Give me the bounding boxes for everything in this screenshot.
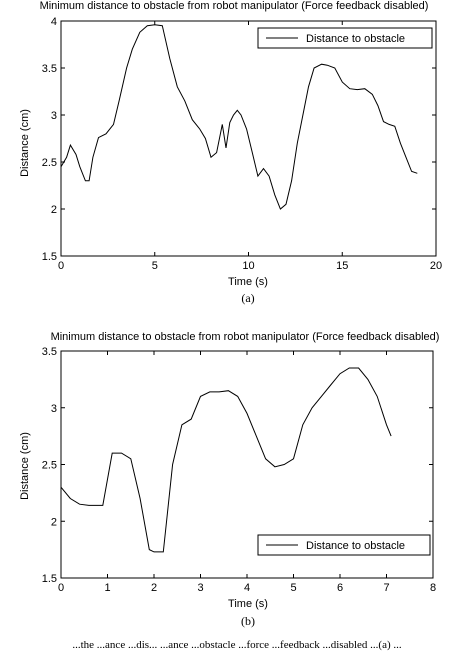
chart-b-y-tick-label: 3 (51, 403, 57, 415)
chart-a-y-tick-label: 2 (51, 204, 57, 216)
chart-b-x-tick-label: 0 (58, 582, 64, 594)
chart-b-x-tick-label: 6 (337, 582, 343, 594)
chart-b-y-tick-label: 1.5 (42, 573, 57, 585)
chart-b-y-tick-label: 3.5 (42, 346, 57, 358)
chart-b-series-line (60, 367, 392, 553)
chart-b-x-tick-label: 3 (197, 582, 203, 594)
chart-b-x-tick-label: 4 (244, 582, 250, 594)
chart-b-subcaption: (b) (241, 614, 255, 628)
chart-a-legend-label: Distance to obstacle (306, 33, 405, 45)
chart-a-legend-box (257, 27, 433, 49)
chart-a-x-tick-label: 20 (430, 260, 442, 272)
chart-a-y-axis-label: Distance (cm) (19, 109, 31, 177)
chart-a-y-tick-label: 3.5 (42, 63, 57, 75)
chart-b-y-axis-label: Distance (cm) (19, 432, 31, 500)
chart-a-y-tick-label: 1.5 (42, 251, 57, 263)
chart-a-x-tick-label: 5 (152, 260, 158, 272)
chart-b-y-tick-label: 2.5 (42, 460, 57, 472)
chart-b-plot-area: 0 1 2 3 4 5 6 7 8 1.5 2 2.5 3 3.5 Distance to obstacle (42, 346, 436, 594)
chart-a-y-tick-label: 2.5 (42, 157, 57, 169)
chart-a-y-tick-label: 4 (51, 16, 57, 28)
chart-a-y-tick-label: 3 (51, 110, 57, 122)
chart-a-series-line (60, 24, 418, 210)
chart-a-x-tick-label: 15 (336, 260, 348, 272)
chart-b-legend-box (257, 534, 431, 556)
figure-caption-fragment: ...the ...ance ...dis... ...ance ...obst… (72, 639, 402, 651)
chart-a-subcaption: (a) (241, 291, 254, 305)
chart-a-title: Minimum distance to obstacle from robot … (40, 0, 429, 12)
chart-a-x-axis-label: Time (s) (228, 276, 268, 288)
chart-b-x-tick-label: 7 (383, 582, 389, 594)
chart-b-x-tick-label: 5 (290, 582, 296, 594)
chart-b: Minimum distance to obstacle from robot … (19, 331, 439, 628)
chart-b-legend: Distance to obstacle (257, 534, 431, 556)
chart-b-x-tick-label: 8 (430, 582, 436, 594)
chart-a-legend: Distance to obstacle (257, 27, 433, 49)
chart-b-x-tick-label: 1 (104, 582, 110, 594)
chart-a-plot-area: 0 5 10 15 20 1.5 2 2.5 3 3.5 4 Distance to obstacle (42, 16, 442, 272)
chart-b-x-tick-label: 2 (151, 582, 157, 594)
chart-b-title: Minimum distance to obstacle from robot … (51, 331, 440, 343)
chart-a-x-tick-label: 0 (58, 260, 64, 272)
chart-a-x-tick-label: 10 (242, 260, 254, 272)
chart-b-x-axis-label: Time (s) (228, 598, 268, 610)
chart-b-y-tick-label: 2 (51, 516, 57, 528)
chart-a: Minimum distance to obstacle from robot … (19, 0, 442, 305)
chart-b-legend-label: Distance to obstacle (306, 540, 405, 552)
